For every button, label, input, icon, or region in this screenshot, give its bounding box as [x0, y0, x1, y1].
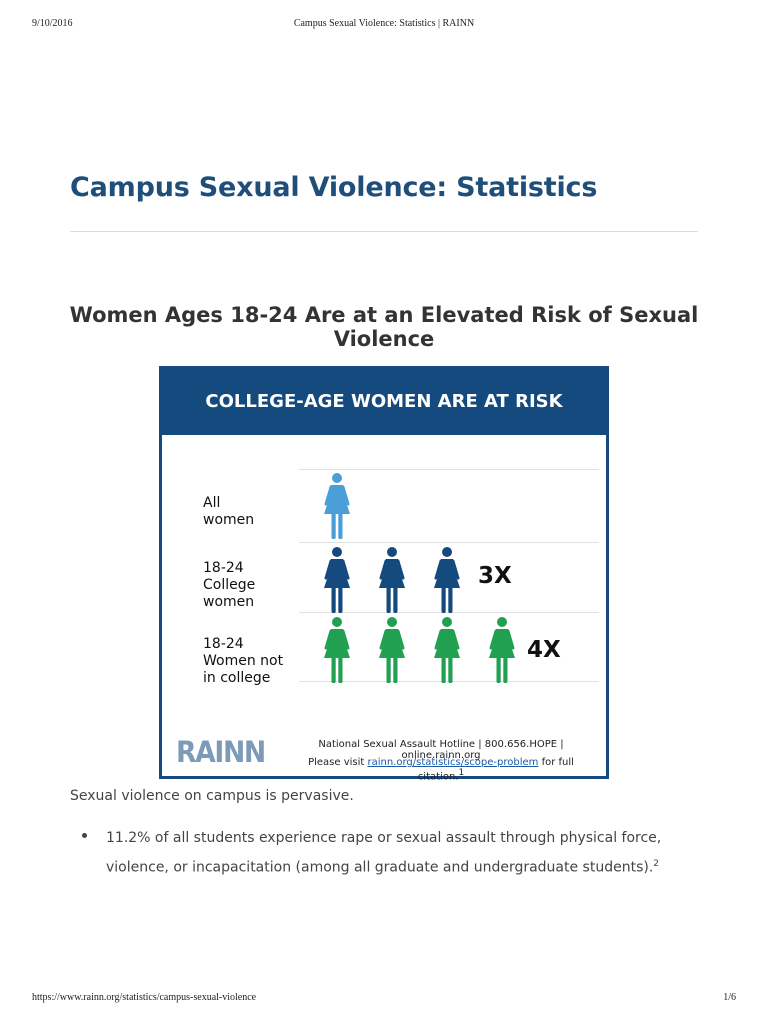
page-title: Campus Sexual Violence: Statistics: [70, 172, 598, 203]
multiplier-not-in-college: 4X: [527, 637, 561, 663]
citation-prefix: Please visit: [308, 757, 368, 768]
row-label-all-women: All women: [203, 495, 255, 528]
woman-figure-icon: [434, 547, 460, 613]
multiplier-college: 3X: [478, 563, 512, 589]
grid-line: [299, 469, 599, 470]
woman-figure-icon: [379, 547, 405, 613]
infographic-header: COLLEGE-AGE WOMEN ARE AT RISK: [162, 369, 606, 435]
woman-figure-icon: [489, 617, 515, 683]
rainn-logo: RAINN: [176, 735, 266, 769]
row-label-college-women: 18-24 College women: [203, 560, 256, 610]
print-footer: https://www.rainn.org/statistics/campus-…: [32, 992, 736, 1006]
citation-suffix: for full citation.: [417, 757, 574, 783]
hotline-text: National Sexual Assault Hotline | 800.65…: [318, 739, 564, 761]
woman-figure-icon: [434, 617, 460, 683]
bullet-text: 11.2% of all students experience rape or…: [106, 830, 662, 876]
bullet-marker: [82, 833, 87, 838]
print-header: 9/10/2016 Campus Sexual Violence: Statis…: [32, 18, 736, 32]
print-url: https://www.rainn.org/statistics/campus-…: [32, 992, 257, 1003]
citation-text: Please visit rainn.org/statistics/scope-…: [286, 757, 596, 782]
woman-figure-icon: [324, 473, 350, 539]
print-doc-title: Campus Sexual Violence: Statistics | RAI…: [293, 18, 475, 29]
citation-ref: 1: [458, 768, 465, 778]
woman-figure-icon: [324, 617, 350, 683]
woman-figure-icon: [324, 547, 350, 613]
print-date: 9/10/2016: [32, 18, 73, 29]
page-number: 1/6: [723, 992, 736, 1003]
title-divider: [70, 231, 698, 232]
grid-line: [299, 542, 599, 543]
infographic-college-age-women: COLLEGE-AGE WOMEN ARE AT RISK All women …: [159, 366, 609, 782]
bullet-ref: 2: [653, 859, 660, 869]
woman-figure-icon: [379, 617, 405, 683]
citation-link[interactable]: rainn.org/statistics/scope-problem: [367, 757, 539, 768]
bullet-item: 11.2% of all students experience rape or…: [106, 825, 706, 881]
row-label-women-not-in-college: 18-24 Women not in college: [203, 636, 284, 686]
intro-text: Sexual violence on campus is pervasive.: [70, 788, 354, 804]
section-heading: Women Ages 18-24 Are at an Elevated Risk…: [69, 303, 699, 351]
